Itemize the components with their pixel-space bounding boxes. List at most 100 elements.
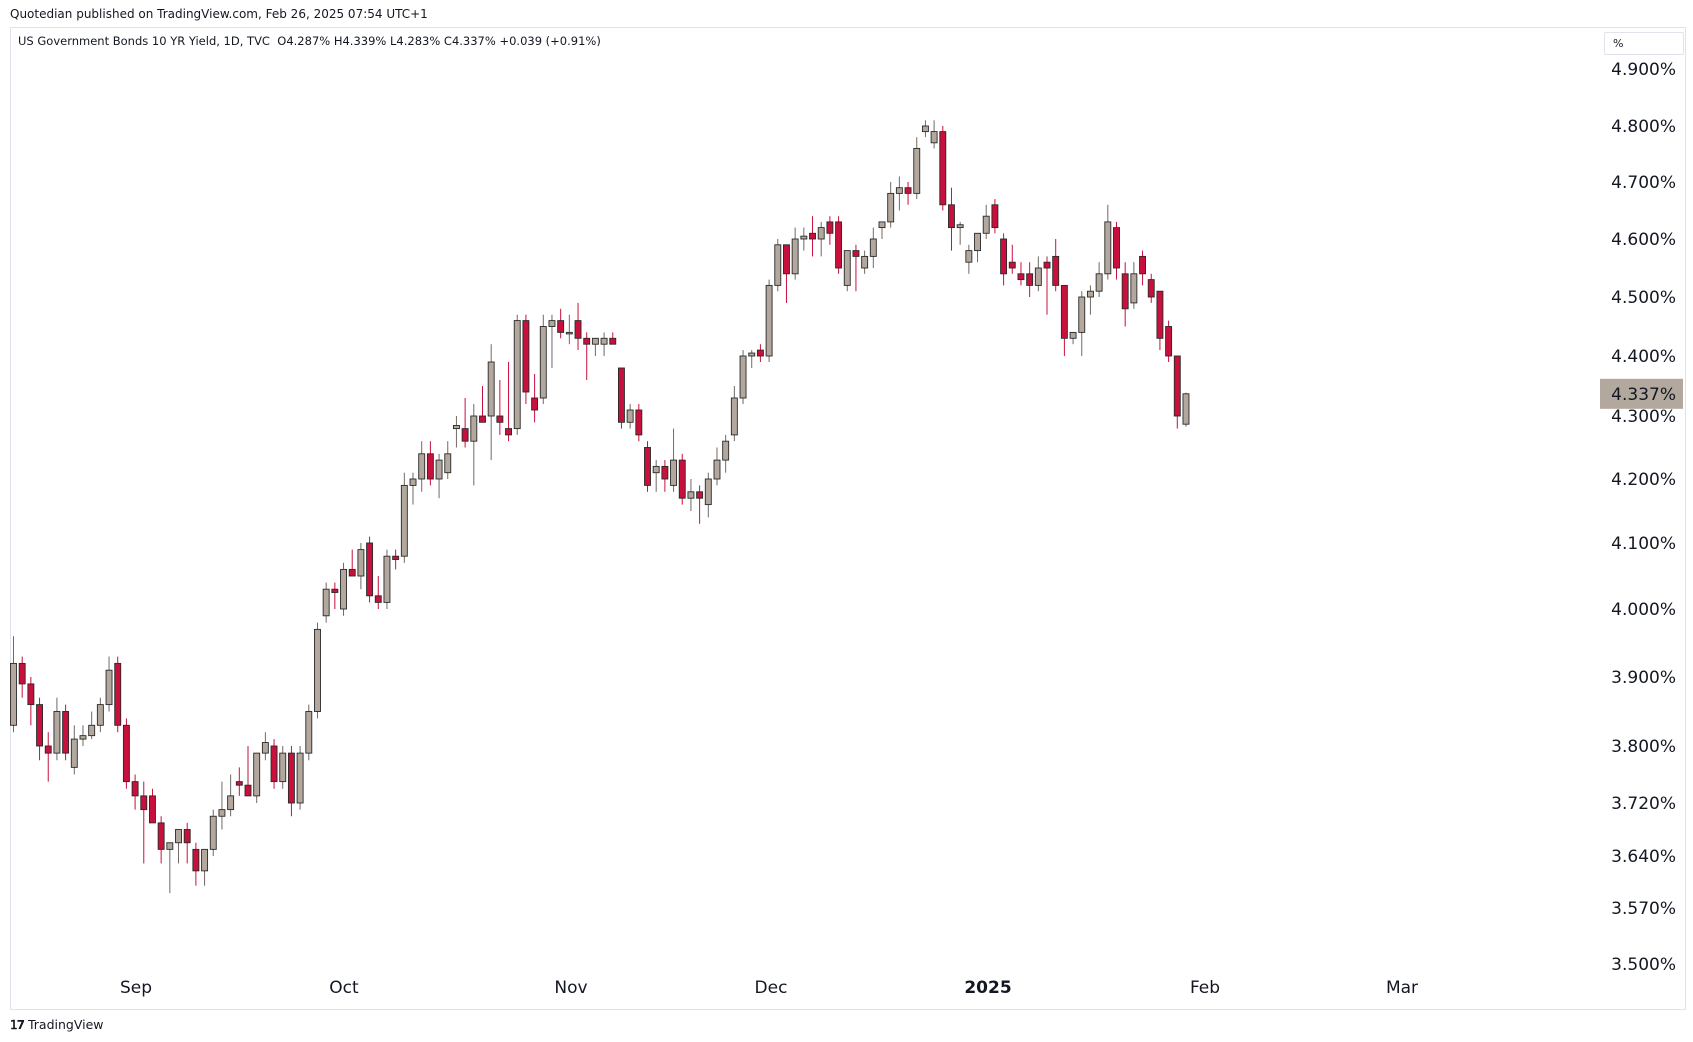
publish-info: Quotedian published on TradingView.com, … (10, 7, 428, 21)
candle-body (861, 255, 869, 269)
candle-body (444, 453, 452, 474)
candle (227, 774, 235, 817)
y-tick-label: 4.800% (1611, 117, 1676, 137)
candle (261, 732, 269, 761)
candle-body (826, 221, 834, 234)
candle (1130, 262, 1138, 309)
candle-body (522, 320, 530, 393)
candle (600, 332, 608, 356)
candle (105, 656, 113, 712)
candle-body (1034, 267, 1042, 286)
candle-body (1017, 273, 1025, 281)
candle (1156, 290, 1164, 351)
candle (1182, 392, 1190, 427)
legend-open: O4.287% (277, 34, 331, 48)
candle (921, 120, 929, 138)
candle-body (331, 588, 339, 593)
tradingview-logo[interactable]: 𝟣7 TradingView (10, 1017, 104, 1032)
candle-body (1086, 290, 1094, 298)
legend-low: L4.283% (390, 34, 441, 48)
candle (348, 549, 356, 577)
y-tick-label: 4.000% (1611, 600, 1676, 620)
candle (175, 829, 182, 864)
candle-body (1165, 326, 1173, 357)
candle-body (783, 244, 790, 275)
candle (531, 374, 539, 423)
candle-body (748, 352, 756, 357)
candle (670, 428, 678, 492)
candle-body (270, 745, 278, 783)
legend-close: C4.337% (443, 34, 496, 48)
candlestick-chart[interactable]: 4.900% 4.800% 4.700% 4.600% 4.500% 4.400% 4.30… (0, 0, 1693, 1010)
candle (730, 386, 738, 442)
candle-body (1000, 238, 1008, 275)
axis-clip (1600, 946, 1684, 956)
y-tick-label: 3.500% (1611, 955, 1676, 975)
candle (418, 441, 426, 492)
candle (444, 441, 452, 479)
candle (409, 472, 417, 505)
candle (982, 204, 990, 239)
candle-body (201, 848, 209, 872)
candle-body (131, 781, 139, 797)
candle (956, 221, 964, 245)
candle (392, 549, 400, 570)
y-tick-label: 4.200% (1611, 470, 1676, 490)
candle (452, 416, 460, 448)
candle-body (678, 459, 686, 499)
candle (270, 739, 278, 789)
candle (53, 697, 61, 761)
candle (1026, 262, 1034, 297)
candle (539, 314, 547, 404)
candle (218, 781, 226, 830)
candle-body (1095, 273, 1103, 292)
candle (557, 308, 565, 339)
candle (1000, 233, 1008, 286)
candle-body (921, 125, 929, 133)
candle (574, 302, 582, 351)
candle (565, 314, 573, 345)
candle (426, 441, 434, 486)
candle (1078, 291, 1086, 356)
candle-body (895, 187, 903, 194)
candle (183, 822, 191, 864)
price-scale-unit-button[interactable]: % (1604, 32, 1684, 55)
candle-body (965, 250, 973, 263)
candle-body (44, 745, 52, 754)
candle (305, 704, 313, 761)
candle (635, 404, 643, 442)
candle-body (244, 784, 252, 797)
candle (400, 472, 408, 563)
candle-body (583, 337, 591, 345)
candle-body (609, 337, 617, 345)
y-tick-label: 4.500% (1611, 288, 1676, 308)
candle-body (96, 704, 104, 726)
candle-body (730, 397, 738, 436)
candle-body (409, 478, 417, 486)
candle (166, 842, 174, 894)
candle (548, 314, 556, 368)
candle-body (791, 238, 799, 275)
candle (122, 718, 130, 789)
candle-body (1104, 221, 1112, 275)
candle (1095, 262, 1103, 297)
candle-body (722, 440, 730, 461)
candle-body (756, 349, 764, 357)
candle (1060, 284, 1068, 356)
candle-body (574, 320, 582, 339)
candle-body (557, 320, 565, 333)
candle (913, 137, 921, 200)
candle (322, 582, 330, 623)
candle-body (157, 822, 165, 850)
candle-body (835, 221, 843, 269)
candle (44, 732, 52, 782)
last-price-label: 4.337% (1611, 385, 1676, 405)
candle (331, 582, 339, 609)
x-tick-label: Mar (1386, 978, 1418, 998)
candle (479, 386, 486, 423)
candle-body (235, 781, 243, 786)
chart-legend: US Government Bonds 10 YR Yield, 1D, TVC… (18, 34, 601, 48)
tradingview-logo-icon: 𝟣7 (10, 1017, 25, 1032)
candle (618, 367, 625, 429)
candle (27, 677, 35, 726)
